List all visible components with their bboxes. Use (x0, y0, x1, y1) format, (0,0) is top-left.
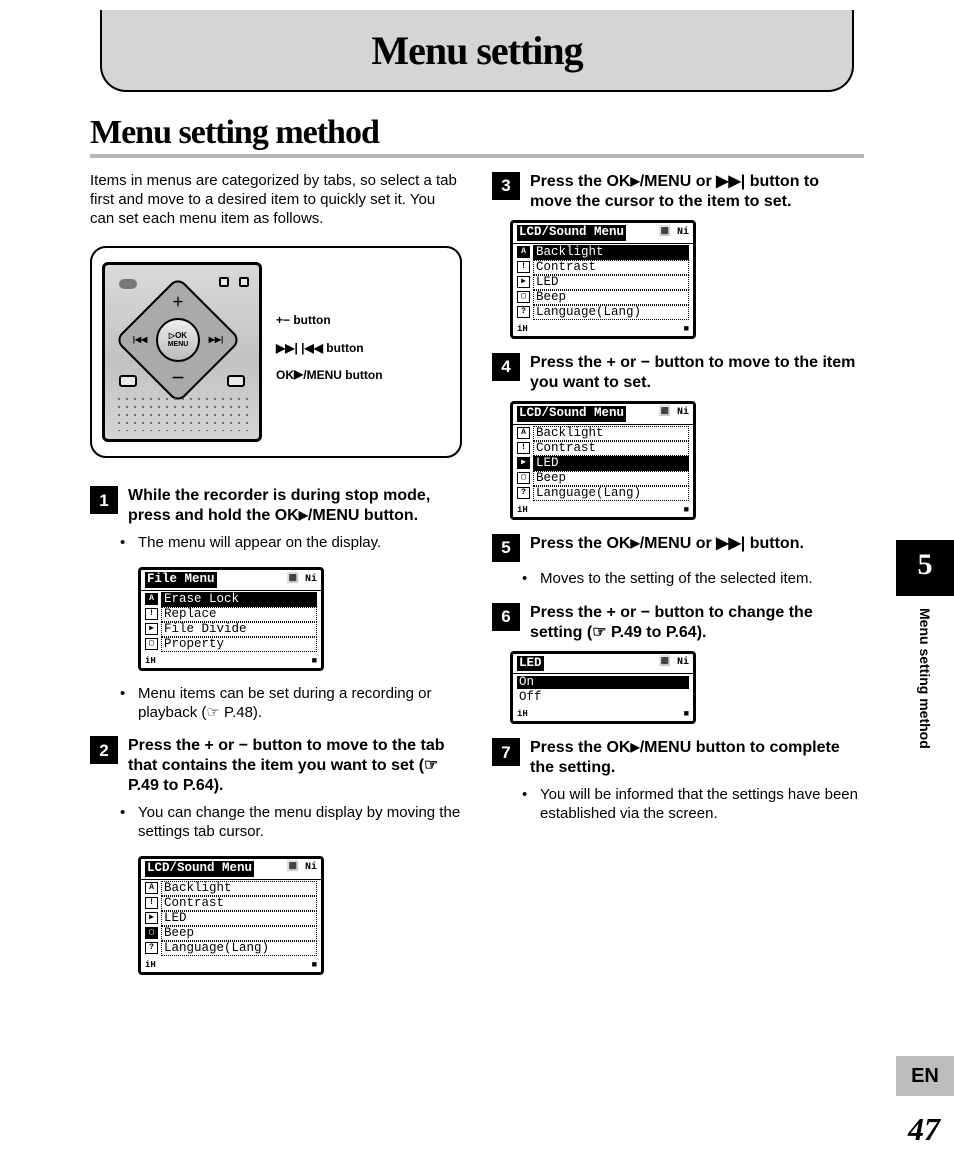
callout-okmenu: OK▶/MENU button (276, 366, 383, 385)
chapter-title: Menu setting (371, 27, 582, 74)
step-number: 6 (492, 603, 520, 631)
page-number: 47 (908, 1111, 940, 1148)
step-2-bullet: You can change the menu display by movin… (138, 804, 462, 842)
step-number: 4 (492, 353, 520, 381)
step-4: 4 Press the + or − button to move to the… (492, 353, 864, 393)
wheel-forward-icon: ▶▶| (207, 331, 225, 349)
step-1: 1 While the recorder is during stop mode… (90, 486, 462, 526)
bottom-left-button (119, 375, 137, 387)
chapter-number: 5 (896, 548, 954, 582)
intro-text: Items in menus are categorized by tabs, … (90, 172, 462, 228)
step-number: 7 (492, 738, 520, 766)
lcd-led-menu: LED🔳 NiOnOffiH (510, 651, 696, 725)
step-number: 5 (492, 534, 520, 562)
section-title: Menu setting method (90, 114, 864, 158)
step-5: 5 Press the OK▶/MENU or ▶▶| button. (492, 534, 864, 562)
callout-ffrw: ▶▶| |◀◀ button (276, 341, 364, 355)
device-diagram: ＋ － |◀◀ ▶▶| ▷OK MENU +− button (90, 246, 462, 458)
left-column: Items in menus are categorized by tabs, … (90, 172, 462, 989)
step-5-bullet: Moves to the setting of the selected ite… (540, 570, 864, 589)
device-body: ＋ － |◀◀ ▶▶| ▷OK MENU (102, 262, 262, 442)
step-text: Press the OK▶/MENU or ▶▶| button. (530, 534, 864, 562)
step-2: 2 Press the + or − button to move to the… (90, 736, 462, 796)
small-button-1 (219, 277, 229, 287)
bottom-right-button (227, 375, 245, 387)
lcd-file-menu: File Menu🔳 NiAErase Lock!Replace▶File Di… (138, 567, 324, 671)
step-1-bullet-1: The menu will appear on the display. (138, 534, 462, 553)
speaker-grille (115, 395, 249, 431)
right-column: 3 Press the OK▶/MENU or ▶▶| button to mo… (492, 172, 864, 989)
wheel-minus-icon: － (169, 369, 187, 387)
step-text: Press the OK▶/MENU or ▶▶| button to move… (530, 172, 864, 212)
wheel-center: ▷OK MENU (156, 318, 200, 362)
wheel-plus-icon: ＋ (169, 293, 187, 311)
step-3: 3 Press the OK▶/MENU or ▶▶| button to mo… (492, 172, 864, 212)
lcd-sound-menu-3: LCD/Sound Menu🔳 NiABacklight!Contrast▶LE… (510, 401, 696, 520)
callout-plusminus: +− button (276, 313, 331, 327)
control-wheel: ＋ － |◀◀ ▶▶| ▷OK MENU (133, 295, 223, 385)
language-indicator: EN (896, 1056, 954, 1096)
step-text: Press the + or − button to move to the t… (128, 736, 462, 796)
step-number: 3 (492, 172, 520, 200)
lcd-sound-menu-1: LCD/Sound Menu🔳 NiABacklight!Contrast▶LE… (138, 856, 324, 975)
step-text: Press the OK▶/MENU button to complete th… (530, 738, 864, 778)
step-7-bullet: You will be informed that the settings h… (540, 786, 864, 824)
lcd-sound-menu-2: LCD/Sound Menu🔳 NiABacklight!Contrast▶LE… (510, 220, 696, 339)
step-7: 7 Press the OK▶/MENU button to complete … (492, 738, 864, 778)
chapter-side-tab: 5 (896, 540, 954, 596)
step-6: 6 Press the + or − button to change the … (492, 603, 864, 643)
step-1-bullet-2: Menu items can be set during a recording… (138, 685, 462, 723)
rec-indicator (119, 279, 137, 289)
step-text: Press the + or − button to change the se… (530, 603, 864, 643)
page: Menu setting Menu setting method Items i… (0, 0, 954, 1158)
step-text: Press the + or − button to move to the i… (530, 353, 864, 393)
step-number: 1 (90, 486, 118, 514)
chapter-header-tab: Menu setting (100, 10, 854, 92)
step-text: While the recorder is during stop mode, … (128, 486, 462, 526)
chapter-side-label: Menu setting method (896, 608, 954, 778)
small-button-2 (239, 277, 249, 287)
wheel-rewind-icon: |◀◀ (131, 331, 149, 349)
step-number: 2 (90, 736, 118, 764)
content-columns: Items in menus are categorized by tabs, … (90, 172, 864, 989)
device-callouts: +− button ▶▶| |◀◀ button OK▶/MENU button (276, 311, 383, 393)
